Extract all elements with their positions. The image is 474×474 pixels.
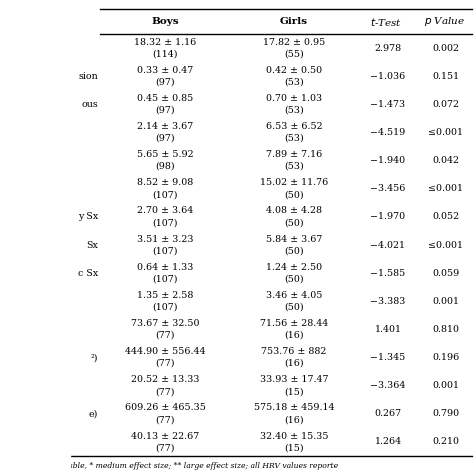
Text: 0.001: 0.001 — [432, 381, 459, 390]
Text: −3.383: −3.383 — [370, 297, 406, 306]
Text: 3.51 ± 3.23
(107): 3.51 ± 3.23 (107) — [137, 235, 193, 255]
Text: 0.196: 0.196 — [432, 353, 460, 362]
Text: 32.40 ± 15.35
(15): 32.40 ± 15.35 (15) — [260, 431, 328, 452]
Text: −3.456: −3.456 — [370, 184, 406, 193]
Text: y Sx: y Sx — [78, 212, 98, 221]
Text: 18.32 ± 1.16
(114): 18.32 ± 1.16 (114) — [134, 37, 196, 58]
Text: Sx: Sx — [86, 240, 98, 249]
Text: −4.021: −4.021 — [371, 240, 405, 249]
Text: 1.401: 1.401 — [374, 325, 401, 334]
Text: 3.46 ± 4.05
(50): 3.46 ± 4.05 (50) — [266, 291, 322, 312]
Text: −1.940: −1.940 — [371, 156, 406, 165]
Text: 0.210: 0.210 — [432, 438, 459, 447]
Text: ous: ous — [81, 100, 98, 109]
Text: 4.08 ± 4.28
(50): 4.08 ± 4.28 (50) — [266, 207, 322, 227]
Text: 8.52 ± 9.08
(107): 8.52 ± 9.08 (107) — [137, 178, 193, 199]
Text: 0.072: 0.072 — [432, 100, 459, 109]
Text: 17.82 ± 0.95
(55): 17.82 ± 0.95 (55) — [263, 37, 325, 58]
Text: −1.345: −1.345 — [370, 353, 406, 362]
Text: 0.052: 0.052 — [432, 212, 460, 221]
Text: ²): ²) — [91, 353, 98, 362]
Text: () N for each variable, * medium effect size; ** large effect size; all HRV valu: () N for each variable, * medium effect … — [2, 462, 338, 470]
Text: 0.059: 0.059 — [432, 269, 460, 278]
Text: 33.93 ± 17.47
(15): 33.93 ± 17.47 (15) — [260, 375, 328, 396]
Text: −3.364: −3.364 — [370, 381, 406, 390]
Text: $t$-Test: $t$-Test — [370, 16, 402, 27]
Text: $p$ Value: $p$ Value — [424, 15, 465, 28]
Text: 2.978: 2.978 — [374, 44, 401, 53]
Text: 0.45 ± 0.85
(97): 0.45 ± 0.85 (97) — [137, 94, 193, 115]
Text: e): e) — [89, 410, 98, 418]
Text: 0.33 ± 0.47
(97): 0.33 ± 0.47 (97) — [137, 66, 193, 87]
Text: −1.970: −1.970 — [371, 212, 406, 221]
Text: 20.52 ± 13.33
(77): 20.52 ± 13.33 (77) — [131, 375, 199, 396]
Text: Boys: Boys — [151, 17, 179, 26]
Text: 0.042: 0.042 — [432, 156, 459, 165]
Text: 1.264: 1.264 — [374, 438, 401, 447]
Text: sion: sion — [78, 72, 98, 81]
Text: 0.64 ± 1.33
(107): 0.64 ± 1.33 (107) — [137, 263, 193, 283]
Text: 2.14 ± 3.67
(97): 2.14 ± 3.67 (97) — [137, 122, 193, 143]
Text: 7.89 ± 7.16
(53): 7.89 ± 7.16 (53) — [266, 150, 322, 171]
Text: 0.002: 0.002 — [432, 44, 459, 53]
Text: 15.02 ± 11.76
(50): 15.02 ± 11.76 (50) — [260, 178, 328, 199]
Text: 444.90 ± 556.44
(77): 444.90 ± 556.44 (77) — [125, 347, 205, 368]
Text: 2.70 ± 3.64
(107): 2.70 ± 3.64 (107) — [137, 207, 193, 227]
Bar — [0, 0, 70, 474]
Text: −1.036: −1.036 — [370, 72, 406, 81]
Text: 73.67 ± 32.50
(77): 73.67 ± 32.50 (77) — [131, 319, 199, 340]
Text: 5.84 ± 3.67
(50): 5.84 ± 3.67 (50) — [266, 235, 322, 255]
Text: 0.267: 0.267 — [374, 410, 401, 418]
Text: 0.001: 0.001 — [432, 297, 459, 306]
Text: 1.35 ± 2.58
(107): 1.35 ± 2.58 (107) — [137, 291, 193, 312]
Text: c Sx: c Sx — [78, 269, 98, 278]
Text: Girls: Girls — [280, 17, 308, 26]
Text: 5.65 ± 5.92
(98): 5.65 ± 5.92 (98) — [137, 150, 193, 171]
Text: 1.24 ± 2.50
(50): 1.24 ± 2.50 (50) — [266, 263, 322, 283]
Text: 40.13 ± 22.67
(77): 40.13 ± 22.67 (77) — [131, 431, 199, 452]
Text: −1.473: −1.473 — [371, 100, 406, 109]
Text: 6.53 ± 6.52
(53): 6.53 ± 6.52 (53) — [266, 122, 322, 143]
Text: 0.151: 0.151 — [432, 72, 460, 81]
Text: 0.42 ± 0.50
(53): 0.42 ± 0.50 (53) — [266, 66, 322, 87]
Text: 0.810: 0.810 — [432, 325, 459, 334]
Text: −1.585: −1.585 — [370, 269, 406, 278]
Text: 0.790: 0.790 — [432, 410, 460, 418]
Text: 575.18 ± 459.14
(16): 575.18 ± 459.14 (16) — [254, 403, 334, 424]
Text: 0.70 ± 1.03
(53): 0.70 ± 1.03 (53) — [266, 94, 322, 115]
Text: 753.76 ± 882
(16): 753.76 ± 882 (16) — [261, 347, 327, 368]
Text: 71.56 ± 28.44
(16): 71.56 ± 28.44 (16) — [260, 319, 328, 340]
Text: ≤0.001: ≤0.001 — [428, 128, 464, 137]
Text: −4.519: −4.519 — [370, 128, 406, 137]
Text: 609.26 ± 465.35
(77): 609.26 ± 465.35 (77) — [125, 403, 205, 424]
Text: ≤0.001: ≤0.001 — [428, 240, 464, 249]
Text: ≤0.001: ≤0.001 — [428, 184, 464, 193]
